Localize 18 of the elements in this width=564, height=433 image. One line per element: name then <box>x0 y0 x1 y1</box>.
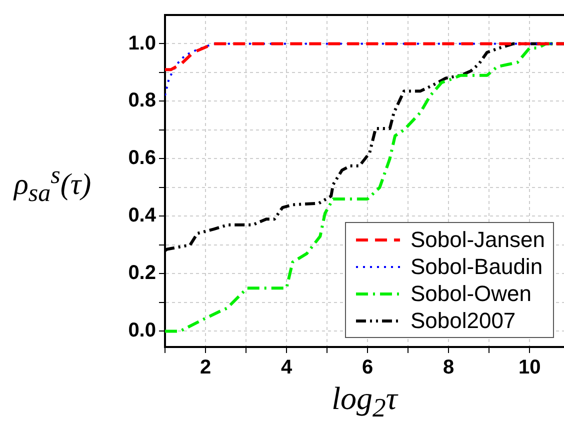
y-tick-label: 0.2 <box>128 262 156 284</box>
y-tick-label: 1.0 <box>128 32 156 54</box>
y-tick-label: 0.4 <box>128 204 157 227</box>
y-tick-label: 0.6 <box>128 147 156 170</box>
legend-label: Sobol2007 <box>410 308 516 334</box>
x-tick-label: 6 <box>362 356 374 379</box>
line-series <box>165 42 564 72</box>
x-axis-title: log$_{2}$τ <box>330 380 400 424</box>
legend-label: Sobol-Baudin <box>410 254 543 280</box>
y-axis-title: ρ$_{sa}$$^{s}$(τ) <box>14 162 92 208</box>
x-tick-label: 10 <box>518 356 541 379</box>
y-tick-label: 0.8 <box>128 90 156 112</box>
legend-label: Sobol-Owen <box>410 280 532 306</box>
x-tick-label: 4 <box>280 356 293 379</box>
x-tick-label: 2 <box>200 356 212 379</box>
x-tick-label: 8 <box>442 356 454 379</box>
legend-label: Sobol-Jansen <box>410 226 545 252</box>
y-tick-label: 0.0 <box>128 320 156 342</box>
